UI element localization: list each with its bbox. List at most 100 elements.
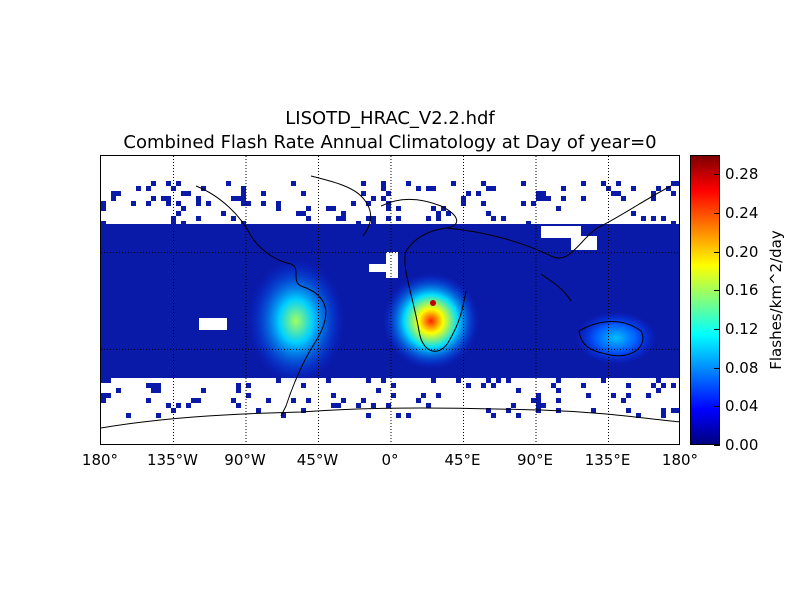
- sparse-cell: [556, 206, 561, 211]
- data-gaps: [199, 226, 597, 330]
- sparse-cell: [226, 181, 231, 186]
- hotspot-central-africa: [383, 273, 479, 369]
- sparse-cell: [241, 186, 246, 191]
- sparse-cell: [326, 378, 331, 383]
- sparse-cell: [406, 181, 411, 186]
- sparse-cell: [616, 181, 621, 186]
- sparse-cell: [506, 378, 511, 383]
- colorbar-tick-mark: [714, 213, 720, 214]
- sparse-cell: [101, 221, 106, 226]
- sparse-cell: [356, 403, 361, 408]
- sparse-cell: [626, 393, 631, 398]
- colorbar: [690, 155, 720, 445]
- sparse-cell: [651, 191, 656, 196]
- sparse-cell: [611, 393, 616, 398]
- sparse-cell: [671, 191, 676, 196]
- sparse-cell: [556, 398, 561, 403]
- colorbar-tick-label: 0.28: [725, 165, 759, 184]
- x-tick-label: 45°W: [296, 451, 339, 469]
- sparse-cell: [186, 403, 191, 408]
- sparse-cell: [381, 186, 386, 191]
- sparse-cell: [416, 186, 421, 191]
- x-tick-label: 90°E: [516, 451, 554, 469]
- sparse-cell: [651, 196, 656, 201]
- sparse-cell: [406, 413, 411, 418]
- sparse-cell: [586, 393, 591, 398]
- sparse-cell: [131, 201, 136, 206]
- sparse-cell: [101, 201, 106, 206]
- sparse-cell: [621, 196, 626, 201]
- sparse-cell: [366, 216, 371, 221]
- sparse-cell: [386, 191, 391, 196]
- sparse-cell: [536, 403, 541, 408]
- sparse-cell: [636, 413, 641, 418]
- graticule: [101, 156, 679, 444]
- sparse-cell: [196, 216, 201, 221]
- sparse-cell: [261, 201, 266, 206]
- sparse-cell: [301, 211, 306, 216]
- sparse-cell: [246, 383, 251, 388]
- hotspot-peak: [430, 300, 436, 306]
- sparse-cell: [426, 216, 431, 221]
- sparse-cell: [536, 408, 541, 413]
- sparse-cell: [601, 378, 606, 383]
- sparse-cell: [386, 216, 391, 221]
- sparse-cell: [101, 398, 106, 403]
- sparse-cell: [486, 211, 491, 216]
- sparse-cell: [371, 403, 376, 408]
- sparse-cell: [221, 211, 226, 216]
- sparse-cell: [661, 383, 666, 388]
- x-tick-label: 0°: [381, 451, 399, 469]
- sparse-cell: [231, 398, 236, 403]
- sparse-cell: [186, 191, 191, 196]
- sparse-cell: [531, 201, 536, 206]
- sparse-cell: [456, 378, 461, 383]
- colorbar-tick-label: 0.08: [725, 358, 759, 377]
- sparse-cell: [581, 196, 586, 201]
- sparse-cell: [486, 186, 491, 191]
- sparse-cell: [386, 206, 391, 211]
- sparse-cell: [436, 211, 441, 216]
- sparse-cell: [536, 191, 541, 196]
- sparse-cell: [351, 201, 356, 206]
- sparse-cell: [236, 403, 241, 408]
- sparse-cell: [166, 196, 171, 201]
- sparse-cell: [381, 181, 386, 186]
- sparse-cell: [436, 393, 441, 398]
- sparse-cell: [391, 393, 396, 398]
- sparse-cell: [116, 191, 121, 196]
- sparse-cell: [151, 181, 156, 186]
- sparse-cell: [431, 186, 436, 191]
- sparse-cell: [246, 201, 251, 206]
- map-plot-area: [100, 155, 680, 445]
- colorbar-tick-mark: [714, 406, 720, 408]
- sparse-cell: [536, 196, 541, 201]
- sparse-cell: [361, 181, 366, 186]
- sparse-cell: [196, 398, 201, 403]
- sparse-cell: [516, 388, 521, 393]
- sparse-cell: [476, 191, 481, 196]
- sparse-cell: [656, 388, 661, 393]
- sparse-cell: [591, 408, 596, 413]
- sparse-cell: [371, 196, 376, 201]
- colorbar-tick-label: 0.20: [725, 242, 759, 261]
- colorbar-label: Flashes/km^2/day: [767, 230, 785, 370]
- sparse-cell: [111, 191, 116, 196]
- sparse-cell: [631, 211, 636, 216]
- sparse-cell: [491, 413, 496, 418]
- sparse-cell: [661, 216, 666, 221]
- sparse-cell: [276, 206, 281, 211]
- sparse-cell: [616, 191, 621, 196]
- sparse-cell: [336, 403, 341, 408]
- sparse-cell: [156, 413, 161, 418]
- sparse-cell: [341, 216, 346, 221]
- colorbar-tick-mark: [714, 251, 720, 253]
- sparse-cell: [391, 383, 396, 388]
- sparse-cell: [626, 383, 631, 388]
- sparse-cell: [431, 206, 436, 211]
- sparse-cell: [231, 196, 236, 201]
- sparse-cell: [101, 393, 106, 398]
- sparse-cell: [366, 201, 371, 206]
- sparse-cell: [166, 181, 171, 186]
- sparse-cell: [491, 186, 496, 191]
